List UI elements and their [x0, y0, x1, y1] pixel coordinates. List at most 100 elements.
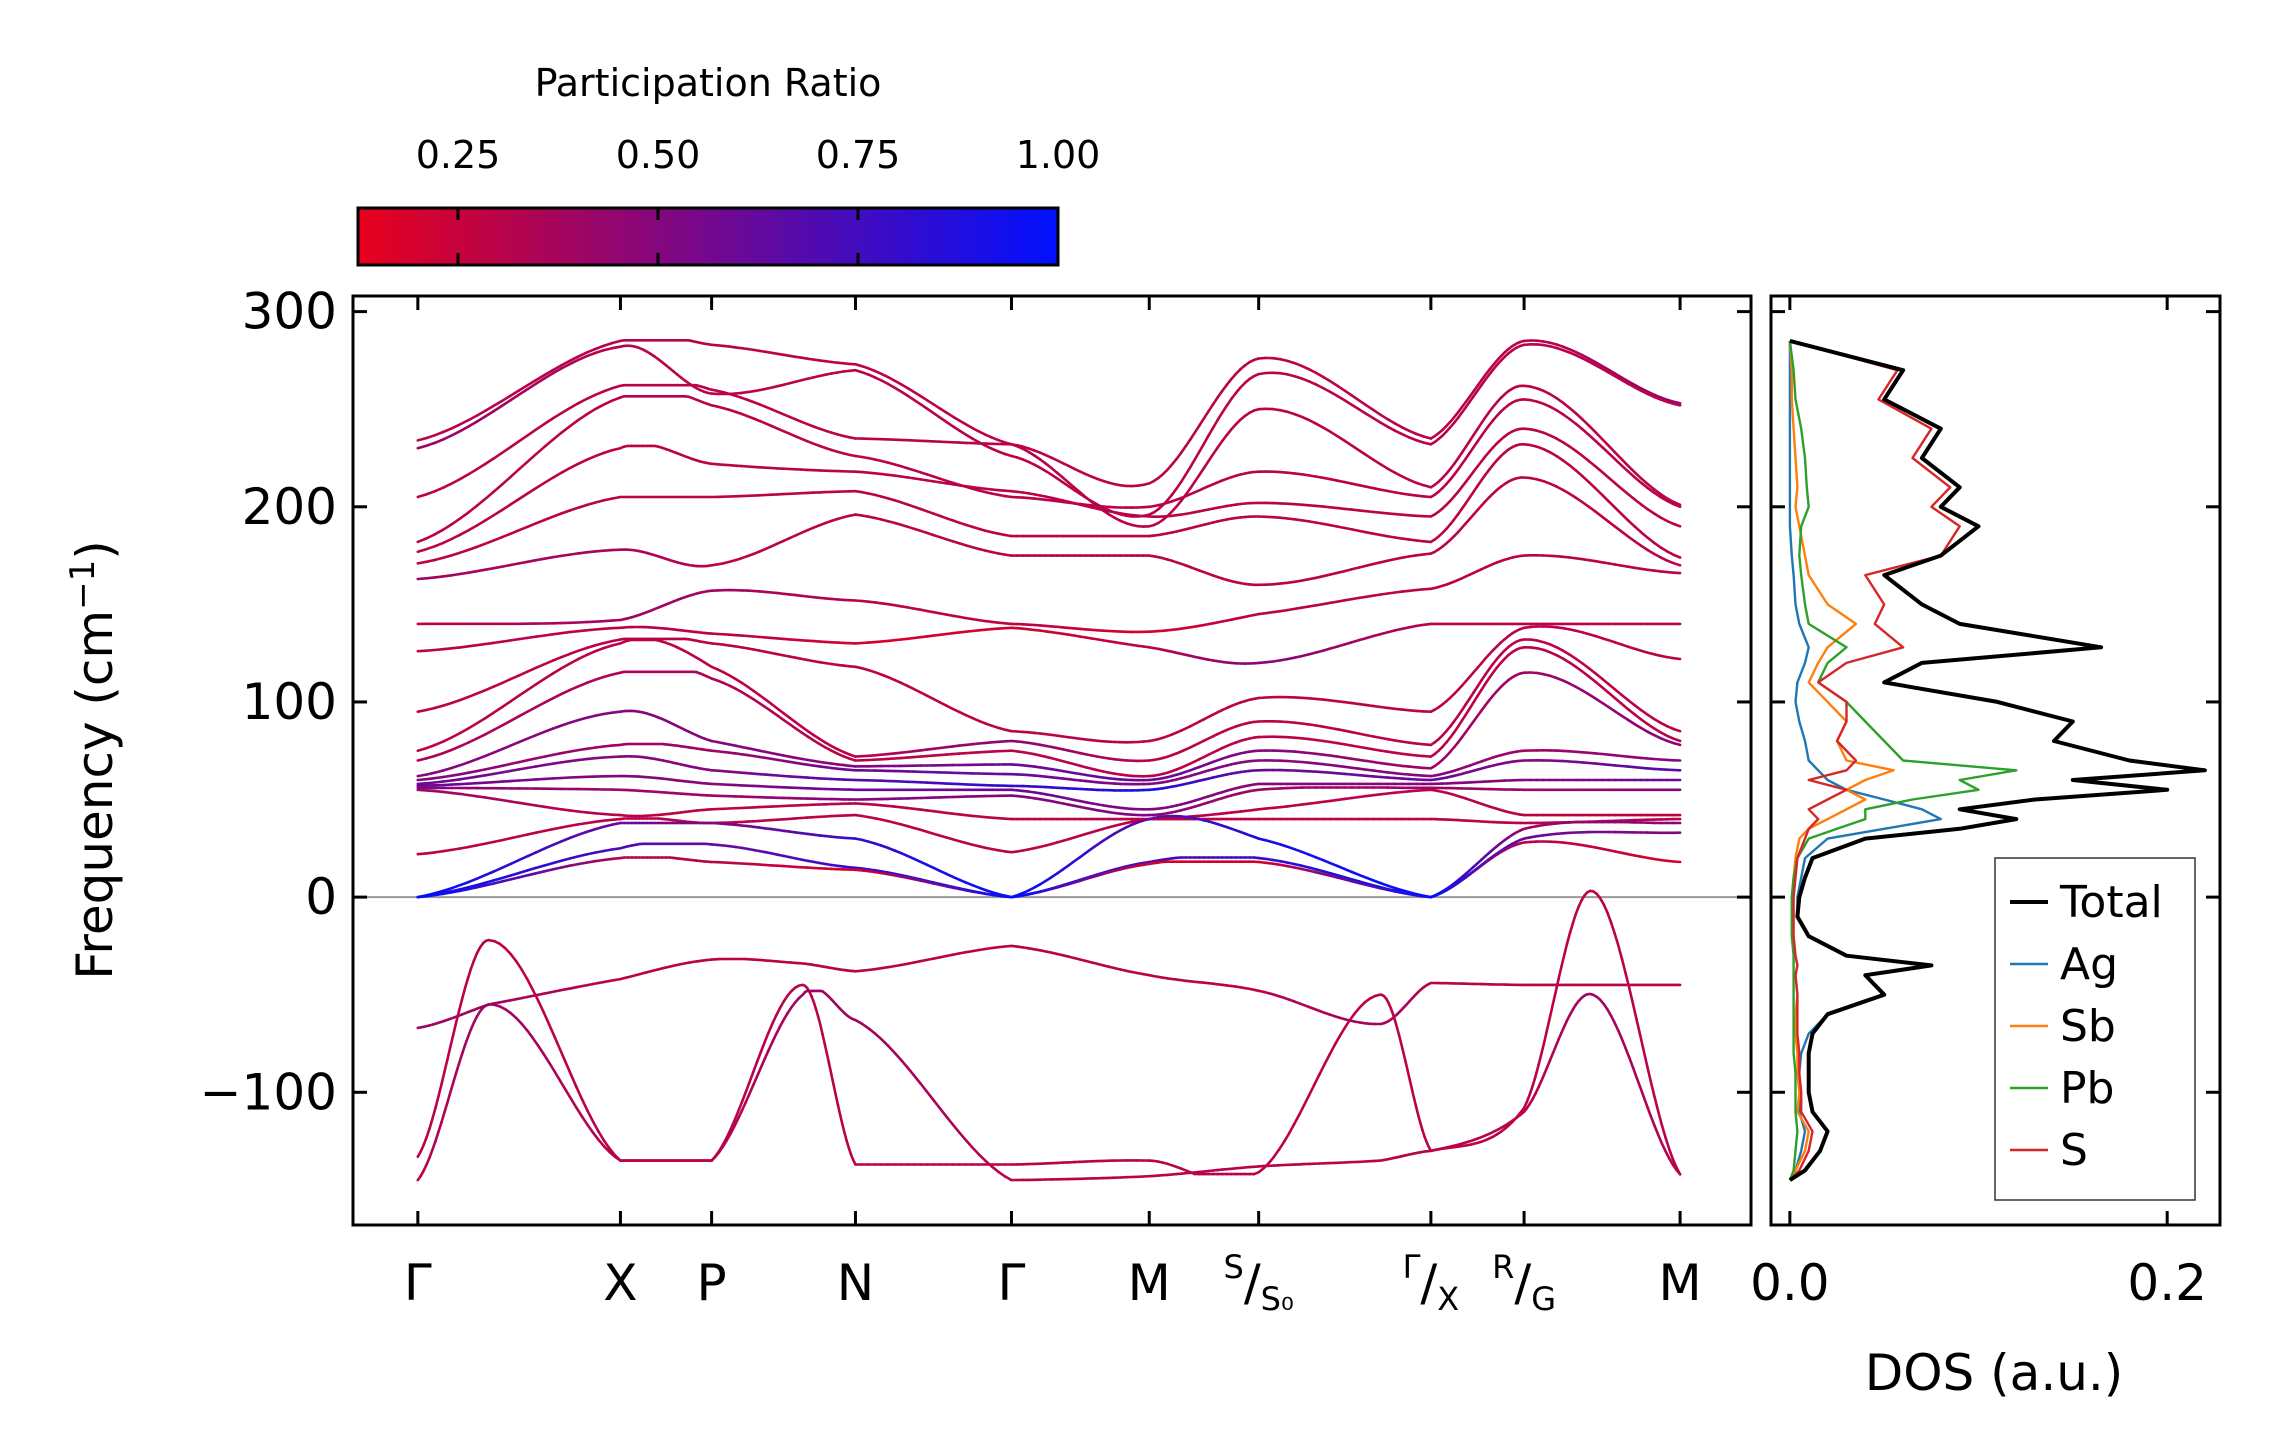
band-1-seg-0 [424, 441, 437, 448]
band-17-seg-0 [576, 810, 589, 814]
colorbar-tick-label: 0.75 [816, 133, 901, 177]
band-5-seg-3 [1639, 530, 1649, 540]
band-11-seg-0 [500, 719, 513, 727]
band-2-seg-3 [1620, 457, 1630, 468]
band-19-seg-0 [526, 851, 538, 858]
band-17-seg-0 [450, 791, 462, 796]
band-11-seg-0 [576, 681, 589, 688]
band-6-seg-0 [500, 563, 513, 568]
band-20-seg-0 [475, 881, 487, 887]
band-12-seg-3 [1672, 741, 1682, 747]
colorbar: Participation Ratio 0.25 0.50 0.75 1.00 [356, 61, 1100, 267]
band-0-seg-0 [424, 433, 437, 440]
band-0-seg-0 [576, 351, 589, 358]
band-3-seg-0 [467, 504, 479, 514]
band-15-seg-0 [526, 778, 538, 782]
band-6-seg-0 [593, 549, 605, 553]
band-5-seg-0 [441, 554, 453, 560]
band-0-seg-0 [433, 430, 445, 437]
band-0-seg-2 [1329, 379, 1339, 388]
band-1-seg-2 [1184, 465, 1192, 477]
band-13-seg-0 [424, 776, 437, 781]
band-0-seg-0 [467, 414, 479, 422]
band-14-seg-0 [509, 768, 521, 773]
band-3-seg-0 [534, 445, 546, 456]
band-11-seg-0 [568, 685, 580, 692]
band-6-seg-0 [585, 550, 597, 554]
band-0-seg-2 [1365, 403, 1375, 412]
band-4-seg-3 [1639, 503, 1649, 511]
band-0-seg-2 [1379, 413, 1390, 421]
band-2-seg-3 [1594, 430, 1604, 441]
band-2-seg-0 [492, 451, 504, 460]
band-6-seg-0 [424, 576, 437, 580]
band-8-seg-0 [458, 644, 470, 649]
band-20-seg-0 [526, 866, 538, 872]
band-14-seg-0 [593, 756, 605, 760]
band-2-seg-0 [467, 467, 479, 476]
band-10-seg-0 [450, 731, 462, 739]
band-3-seg-3 [1607, 451, 1617, 461]
band-2-seg-2 [1314, 422, 1325, 429]
band-13-seg-0 [475, 768, 487, 773]
band-3-seg-0 [475, 497, 487, 508]
band-11-seg-0 [467, 737, 479, 744]
band-15-seg-0 [500, 779, 513, 783]
band-1-seg-2 [1211, 418, 1219, 430]
band-12-seg-0 [424, 771, 437, 776]
band-10-seg-0 [534, 677, 546, 686]
band-2-seg-3 [1561, 401, 1571, 410]
band-18-seg-0 [424, 851, 437, 855]
band-1-seg-2 [1314, 383, 1325, 390]
band-1-seg-0 [458, 425, 470, 433]
band-10-seg-0 [500, 699, 513, 709]
band-12-seg-0 [475, 754, 487, 761]
band-17-seg-0 [424, 789, 437, 793]
band-1-seg-0 [526, 382, 538, 391]
band-3-seg-3 [1561, 413, 1571, 421]
band-9-seg-0 [433, 704, 445, 710]
band-8-seg-0 [475, 642, 487, 647]
band-21-seg-0 [458, 887, 470, 893]
band-5-seg-3 [1672, 553, 1682, 559]
band-2-seg-0 [585, 393, 597, 401]
band-20-seg-0 [500, 874, 513, 880]
band-8-seg-0 [534, 634, 546, 639]
band-14-seg-0 [416, 781, 428, 786]
band-8-seg-0 [484, 641, 496, 646]
band-13-seg-0 [441, 774, 453, 779]
band-5-seg-0 [433, 556, 445, 562]
band-10-seg-0 [551, 667, 563, 675]
band-10-seg-0 [568, 657, 580, 665]
band-2-seg-3 [1607, 444, 1617, 454]
band-12-seg-0 [450, 763, 462, 770]
band-2-seg-0 [475, 462, 487, 471]
band-1-seg-3 [1672, 402, 1682, 407]
band-14-seg-0 [576, 757, 589, 762]
band-0-seg-2 [1357, 399, 1368, 407]
band-4-seg-3 [1587, 459, 1597, 468]
band-20-seg-0 [509, 871, 521, 877]
band-12-seg-0 [576, 716, 589, 722]
band-19-seg-0 [593, 825, 605, 831]
band-11-seg-3 [1587, 675, 1597, 684]
band-1-seg-2 [1216, 411, 1224, 422]
band-5-seg-3 [1594, 487, 1604, 497]
band-2-seg-0 [593, 390, 605, 397]
band-9-seg-0 [602, 639, 614, 645]
band-7-seg-0 [593, 619, 605, 624]
band-5-seg-0 [492, 535, 504, 542]
band-9-seg-0 [593, 641, 605, 647]
band-5-seg-3 [1607, 499, 1617, 510]
band-9-seg-0 [450, 698, 462, 705]
band-5-seg-0 [593, 499, 605, 504]
band-1-seg-0 [492, 404, 504, 413]
band-10-seg-0 [492, 705, 504, 714]
band-6-seg-3 [1587, 505, 1597, 514]
band-6-seg-0 [458, 571, 470, 576]
band-1-seg-0 [610, 345, 622, 350]
band-4-seg-3 [1607, 476, 1617, 485]
band-6-seg-0 [467, 569, 479, 575]
band-6-seg-0 [551, 554, 563, 559]
band-10-seg-3 [1633, 703, 1643, 712]
